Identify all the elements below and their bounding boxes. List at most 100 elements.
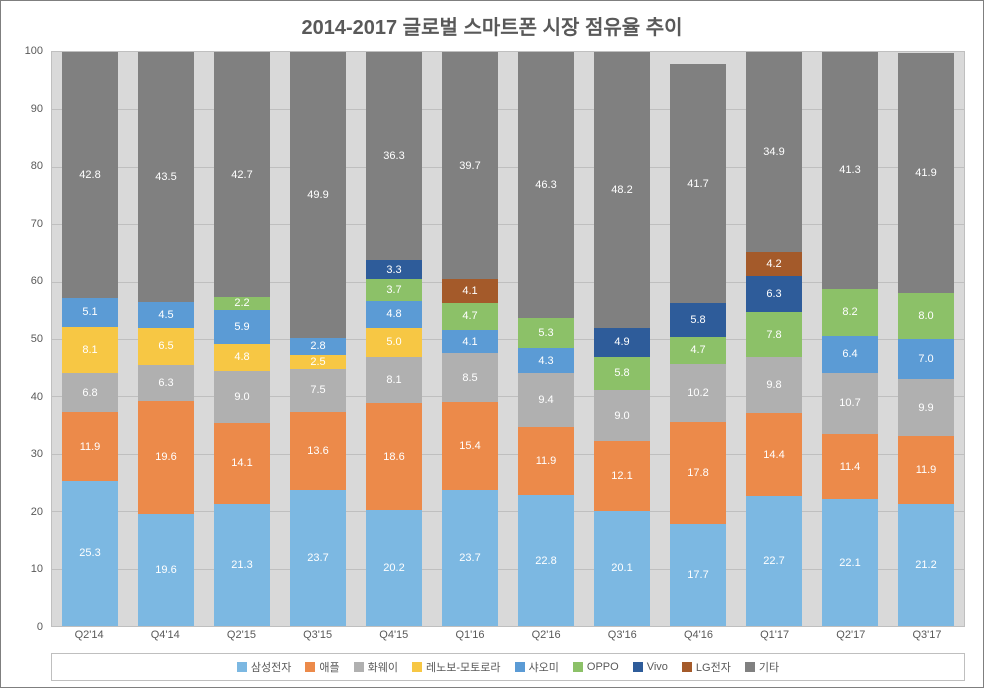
stacked-bar: 25.311.96.88.15.142.8 <box>62 52 118 626</box>
legend-swatch <box>573 662 583 672</box>
y-tick-label: 80 <box>31 160 43 172</box>
legend-label: 화웨이 <box>368 659 398 675</box>
x-tick-label: Q2'15 <box>203 629 279 649</box>
bar-segment: 5.0 <box>366 328 422 357</box>
legend-swatch <box>237 662 247 672</box>
x-tick-label: Q2'14 <box>51 629 127 649</box>
legend-item: OPPO <box>573 661 619 673</box>
bar-column: 23.715.48.54.14.74.139.7 <box>432 52 508 626</box>
bar-segment: 7.0 <box>898 339 954 379</box>
bar-segment: 4.7 <box>670 337 726 364</box>
bar-segment: 23.7 <box>290 490 346 626</box>
bar-segment: 13.6 <box>290 412 346 490</box>
legend-label: OPPO <box>587 661 619 673</box>
bar-segment: 4.1 <box>442 330 498 353</box>
bar-segment: 5.9 <box>214 310 270 344</box>
stacked-bar: 20.218.68.15.04.83.73.336.3 <box>366 52 422 626</box>
legend-label: 샤오미 <box>529 659 559 675</box>
bar-segment: 11.9 <box>518 427 574 495</box>
bar-segment: 11.4 <box>822 434 878 499</box>
y-tick-label: 0 <box>37 621 43 633</box>
bar-segment: 6.3 <box>746 276 802 312</box>
bar-segment: 22.7 <box>746 496 802 626</box>
bar-column: 25.311.96.88.15.142.8 <box>52 52 128 626</box>
legend-swatch <box>633 662 643 672</box>
x-tick-label: Q2'17 <box>813 629 889 649</box>
bar-segment: 9.0 <box>214 371 270 423</box>
bar-segment: 5.8 <box>670 303 726 336</box>
bar-column: 22.714.49.87.86.34.234.9 <box>736 52 812 626</box>
legend-label: LG전자 <box>696 659 731 675</box>
bar-segment: 9.0 <box>594 390 650 442</box>
legend-item: 기타 <box>745 659 779 675</box>
legend-item: 샤오미 <box>515 659 559 675</box>
bar-segment: 3.3 <box>366 260 422 279</box>
legend-label: 애플 <box>319 659 339 675</box>
bar-column: 19.619.66.36.54.543.5 <box>128 52 204 626</box>
bar-segment: 23.7 <box>442 490 498 626</box>
bar-segment: 6.4 <box>822 336 878 373</box>
bar-segment: 10.7 <box>822 373 878 434</box>
legend-item: 애플 <box>305 659 339 675</box>
x-tick-label: Q4'15 <box>356 629 432 649</box>
bar-column: 20.218.68.15.04.83.73.336.3 <box>356 52 432 626</box>
x-tick-label: Q3'15 <box>280 629 356 649</box>
stacked-bar: 17.717.810.24.75.841.7 <box>670 52 726 626</box>
y-axis: 0102030405060708090100 <box>1 51 47 627</box>
bar-column: 21.314.19.04.85.92.242.7 <box>204 52 280 626</box>
bar-segment: 9.8 <box>746 357 802 413</box>
bar-segment: 22.8 <box>518 495 574 626</box>
x-tick-label: Q1'16 <box>432 629 508 649</box>
bar-segment: 8.5 <box>442 353 498 402</box>
bar-segment: 6.5 <box>138 328 194 365</box>
bar-segment: 42.7 <box>214 52 270 297</box>
bar-segment: 41.3 <box>822 52 878 289</box>
bar-column: 21.211.99.97.08.041.9 <box>888 52 964 626</box>
legend-label: 레노보-모토로라 <box>426 659 501 675</box>
bar-segment: 25.3 <box>62 481 118 626</box>
bar-segment: 2.2 <box>214 297 270 310</box>
bar-segment: 21.2 <box>898 504 954 626</box>
stacked-bar: 21.314.19.04.85.92.242.7 <box>214 52 270 626</box>
x-tick-label: Q1'17 <box>737 629 813 649</box>
bar-segment: 34.9 <box>746 52 802 252</box>
bar-segment: 15.4 <box>442 402 498 490</box>
bar-segment: 11.9 <box>62 412 118 480</box>
bar-column: 22.111.410.76.48.241.3 <box>812 52 888 626</box>
bar-segment: 48.2 <box>594 52 650 328</box>
legend-swatch <box>682 662 692 672</box>
bar-segment: 2.5 <box>290 355 346 369</box>
bar-segment: 41.7 <box>670 64 726 303</box>
y-tick-label: 60 <box>31 275 43 287</box>
bar-segment: 17.7 <box>670 524 726 626</box>
bar-segment: 8.1 <box>62 327 118 373</box>
bar-segment: 36.3 <box>366 52 422 260</box>
x-tick-label: Q2'16 <box>508 629 584 649</box>
legend-swatch <box>412 662 422 672</box>
legend-label: 삼성전자 <box>251 659 291 675</box>
stacked-bar: 22.714.49.87.86.34.234.9 <box>746 52 802 626</box>
y-tick-label: 10 <box>31 563 43 575</box>
y-tick-label: 50 <box>31 333 43 345</box>
chart-title: 2014-2017 글로벌 스마트폰 시장 점유율 추이 <box>1 1 983 40</box>
stacked-bar: 21.211.99.97.08.041.9 <box>898 52 954 626</box>
bar-segment: 42.8 <box>62 52 118 298</box>
legend-item: 레노보-모토로라 <box>412 659 501 675</box>
bar-segment: 6.8 <box>62 373 118 412</box>
bar-segment: 20.2 <box>366 510 422 626</box>
x-tick-label: Q3'16 <box>584 629 660 649</box>
bar-segment: 46.3 <box>518 52 574 318</box>
bar-segment: 18.6 <box>366 403 422 510</box>
bar-segment: 4.8 <box>214 344 270 372</box>
bar-column: 22.811.99.44.35.346.3 <box>508 52 584 626</box>
legend: 삼성전자애플화웨이레노보-모토로라샤오미OPPOVivoLG전자기타 <box>51 653 965 681</box>
y-tick-label: 90 <box>31 103 43 115</box>
legend-item: 삼성전자 <box>237 659 291 675</box>
bar-segment: 9.9 <box>898 379 954 436</box>
bar-segment: 5.8 <box>594 357 650 390</box>
bar-segment: 4.2 <box>746 252 802 276</box>
stacked-bar: 20.112.19.05.84.948.2 <box>594 52 650 626</box>
y-tick-label: 70 <box>31 218 43 230</box>
bar-segment: 9.4 <box>518 373 574 427</box>
bar-segment: 12.1 <box>594 441 650 510</box>
